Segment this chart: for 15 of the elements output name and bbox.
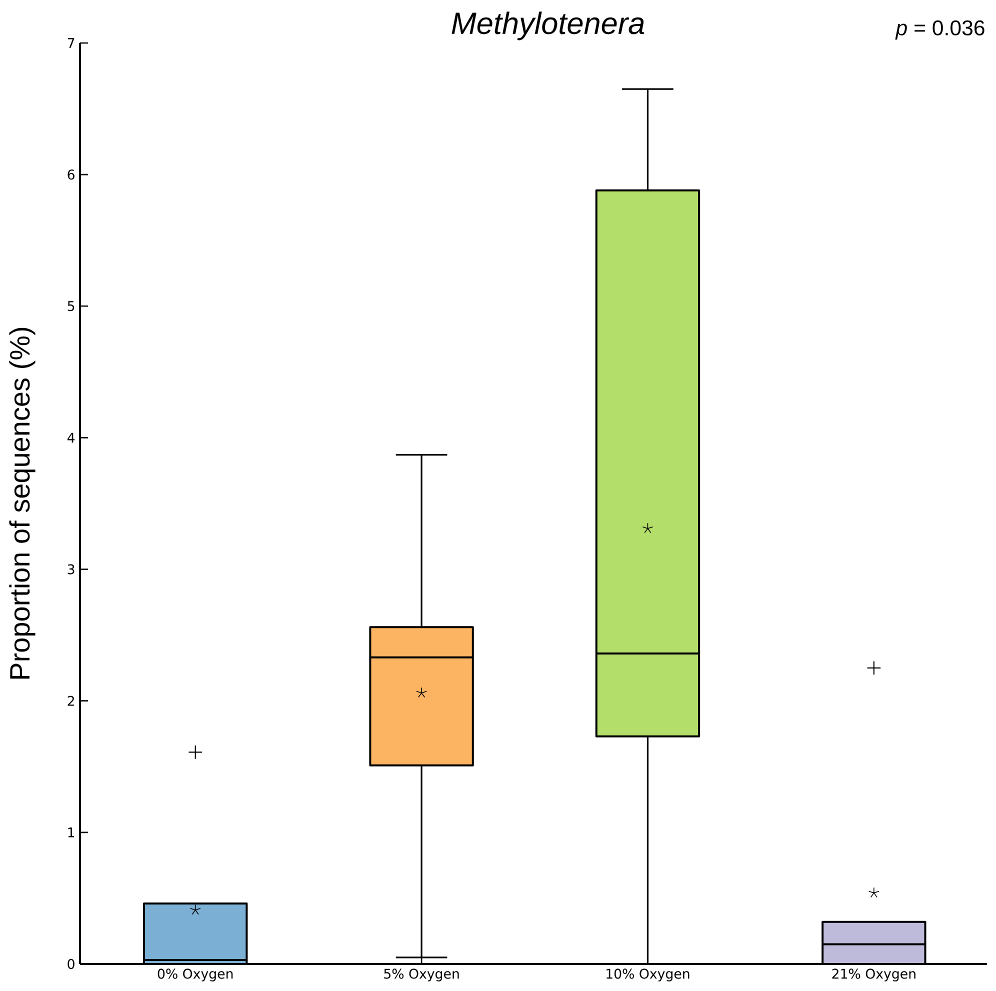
y-tick-label: 7 — [68, 38, 74, 48]
text: p = 0.036 — [895, 20, 984, 40]
y-tick-label: 1 — [68, 828, 74, 838]
x-tick-label: 21% Oxygen — [832, 968, 916, 982]
y-tick-label: 3 — [68, 564, 74, 574]
y-tick-label: 6 — [68, 170, 74, 180]
y-tick-label: 0 — [68, 958, 74, 970]
x-tick-label: 10% Oxygen — [606, 968, 690, 982]
y-tick-label: 2 — [68, 696, 74, 706]
x-tick-label: 5% Oxygen — [384, 968, 459, 982]
chart-title: Methylotenera — [452, 12, 644, 40]
x-tick-label: 0% Oxygen — [158, 968, 233, 982]
y-tick-label: 4 — [67, 432, 75, 443]
y-tick-label: 5 — [68, 301, 74, 312]
y-axis-title: Proportion of sequences (%) — [9, 328, 36, 679]
